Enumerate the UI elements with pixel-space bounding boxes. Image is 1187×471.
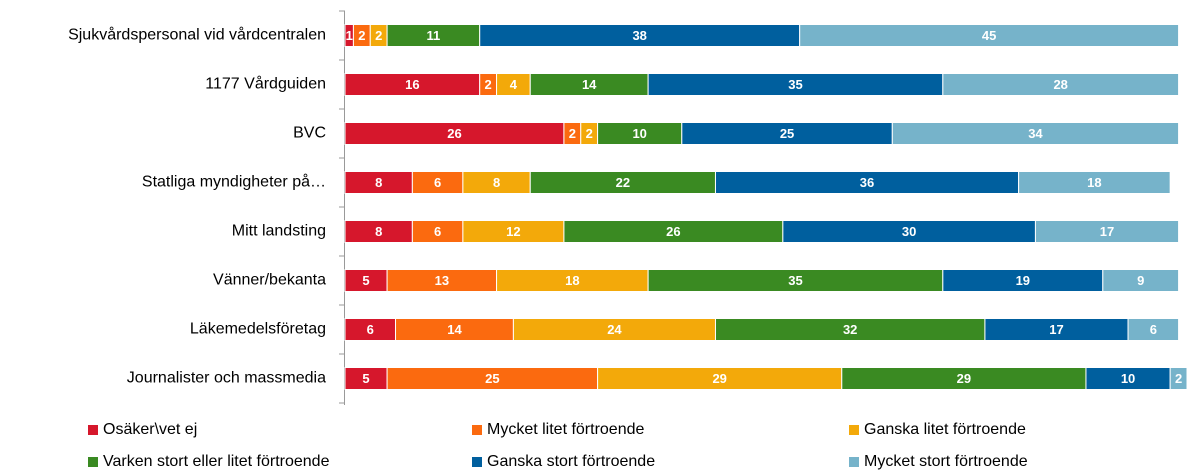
- legend-label: Mycket litet förtroende: [487, 421, 645, 438]
- value-label: 4: [510, 77, 518, 92]
- bar-segment: [1034, 220, 1180, 243]
- value-label: 6: [434, 224, 441, 239]
- value-label: 18: [565, 273, 579, 288]
- value-label: 8: [493, 175, 500, 190]
- bar-segment: [891, 122, 1180, 145]
- bar-segment: [1169, 367, 1187, 390]
- value-label: 25: [485, 371, 499, 386]
- value-label: 17: [1100, 224, 1114, 239]
- value-label: 38: [632, 28, 646, 43]
- category-label: 1177 Vårdguiden: [205, 75, 326, 93]
- value-label: 19: [1016, 273, 1030, 288]
- legend-swatch: [88, 425, 98, 435]
- bar-segment: [1127, 318, 1180, 341]
- value-label: 8: [375, 175, 382, 190]
- bar-segment: [942, 73, 1180, 96]
- category-label: Statliga myndigheter på…: [142, 173, 326, 191]
- value-label: 2: [586, 126, 593, 141]
- value-label: 45: [982, 28, 996, 43]
- bar-segment: [1102, 269, 1180, 292]
- category-label: Journalister och massmedia: [127, 370, 326, 387]
- value-label: 16: [405, 77, 419, 92]
- value-label: 13: [435, 273, 449, 288]
- value-label: 14: [582, 77, 597, 92]
- value-label: 25: [780, 126, 794, 141]
- legend-label: Osäker\vet ej: [103, 421, 197, 438]
- value-label: 10: [632, 126, 646, 141]
- value-label: 28: [1053, 77, 1067, 92]
- legend-swatch: [88, 457, 98, 467]
- legend-swatch: [472, 457, 482, 467]
- value-label: 29: [712, 371, 726, 386]
- value-label: 6: [434, 175, 441, 190]
- value-label: 17: [1049, 322, 1063, 337]
- value-label: 10: [1121, 371, 1135, 386]
- value-label: 32: [843, 322, 857, 337]
- value-label: 6: [1150, 322, 1157, 337]
- value-label: 36: [860, 175, 874, 190]
- legend-label: Mycket stort förtroende: [864, 453, 1028, 470]
- value-label: 30: [902, 224, 916, 239]
- value-label: 22: [616, 175, 630, 190]
- legend-swatch: [849, 457, 859, 467]
- value-label: 11: [427, 28, 441, 43]
- value-label: 35: [788, 273, 802, 288]
- value-label: 2: [358, 28, 365, 43]
- value-label: 26: [447, 126, 461, 141]
- value-label: 1: [346, 28, 353, 43]
- value-label: 18: [1087, 175, 1101, 190]
- legend-swatch: [849, 425, 859, 435]
- value-label: 14: [447, 322, 462, 337]
- value-label: 29: [957, 371, 971, 386]
- category-label: BVC: [293, 125, 326, 142]
- value-label: 5: [362, 273, 369, 288]
- category-label: Läkemedelsföretag: [190, 321, 326, 338]
- value-label: 2: [1175, 371, 1182, 386]
- value-label: 2: [485, 77, 492, 92]
- value-label: 24: [607, 322, 622, 337]
- value-label: 34: [1028, 126, 1043, 141]
- value-label: 6: [367, 322, 374, 337]
- value-label: 26: [666, 224, 680, 239]
- legend-swatch: [472, 425, 482, 435]
- category-label: Mitt landsting: [232, 223, 326, 240]
- value-label: 12: [506, 224, 520, 239]
- category-label: Sjukvårdspersonal vid vårdcentralen: [68, 26, 326, 44]
- value-label: 2: [375, 28, 382, 43]
- bar-segment: [799, 24, 1180, 47]
- legend-label: Ganska stort förtroende: [487, 453, 655, 470]
- value-label: 8: [375, 224, 382, 239]
- legend-label: Varken stort eller litet förtroende: [103, 453, 330, 470]
- value-label: 9: [1137, 273, 1144, 288]
- value-label: 2: [569, 126, 576, 141]
- legend-label: Ganska litet förtroende: [864, 421, 1026, 438]
- bar-segment: [1018, 171, 1171, 194]
- category-label: Vänner/bekanta: [213, 272, 326, 289]
- value-label: 5: [362, 371, 369, 386]
- value-label: 35: [788, 77, 802, 92]
